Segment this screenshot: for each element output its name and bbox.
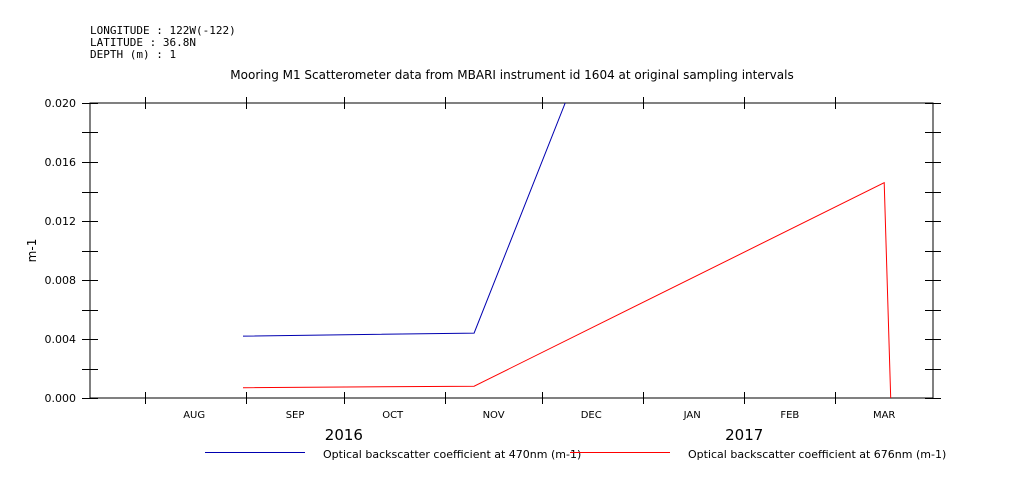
y-tick-label: 0.020 [45, 97, 77, 110]
y-tick-label: 0.016 [45, 156, 77, 169]
x-tick-label: NOV [483, 410, 505, 421]
y-axis-label: m-1 [25, 239, 39, 263]
x-tick-label: JAN [683, 410, 701, 421]
x-tick-label: SEP [286, 410, 305, 421]
plot-frame [89, 102, 934, 399]
x-year-label: 2016 [325, 426, 363, 444]
x-tick-label: DEC [581, 410, 602, 421]
depth-label: DEPTH (m) : 1 [90, 48, 177, 61]
series-line-2 [242, 181, 892, 398]
y-tick-label: 0.008 [45, 274, 77, 287]
x-tick-label: AUG [183, 410, 205, 421]
x-tick-label: FEB [780, 410, 799, 421]
x-tick-label: OCT [382, 410, 404, 421]
y-tick-label: 0.000 [45, 392, 77, 405]
latitude-label: LATITUDE : 36.8N [90, 36, 196, 49]
x-year-label: 2017 [725, 426, 763, 444]
y-tick-label: 0.004 [45, 333, 77, 346]
x-tick-label: MAR [873, 410, 895, 421]
legend-label-2: Optical backscatter coefficient at 676nm… [688, 448, 946, 461]
longitude-label: LONGITUDE : 122W(-122) [90, 24, 236, 37]
chart-title: Mooring M1 Scatterometer data from MBARI… [230, 68, 794, 82]
legend-label-1: Optical backscatter coefficient at 470nm… [323, 448, 581, 461]
series-line-1 [242, 103, 566, 337]
y-tick-label: 0.012 [45, 215, 77, 228]
